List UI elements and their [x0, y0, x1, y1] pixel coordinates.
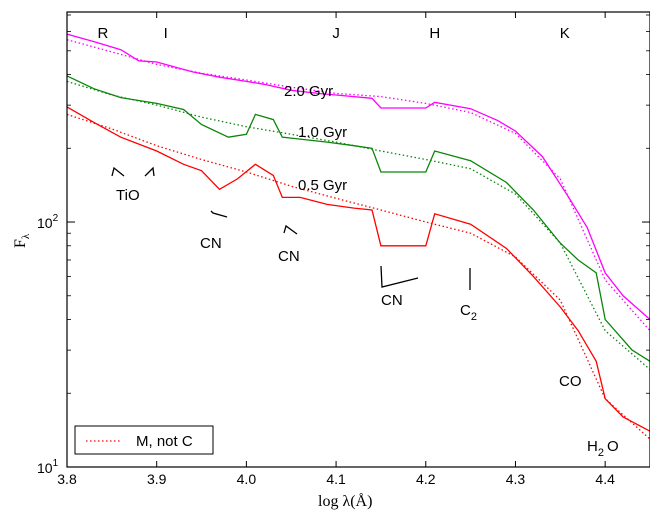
x-tick-label-5: 4.3: [506, 471, 526, 487]
series-line-3-dotted: [66, 80, 650, 370]
x-tick-label-1: 3.9: [147, 471, 167, 487]
legend-label: M, not C: [136, 433, 193, 450]
x-tick-label-6: 4.4: [595, 471, 615, 487]
band-label-h: H: [429, 25, 440, 42]
tio-marker-2: [144, 166, 155, 177]
cn-marker-1: [210, 210, 228, 218]
annotation-layer: 2.0 Gyr 1.0 Gyr 0.5 Gyr TiO CN CN CN C2 …: [111, 83, 619, 459]
x-tick-label-0: 3.8: [57, 471, 77, 487]
c2-main: C: [460, 302, 471, 319]
band-label-i: I: [164, 25, 168, 42]
series-line-4-solid: [66, 106, 650, 432]
plot-frame: [66, 11, 650, 468]
x-axis-label: log λ(Å): [318, 492, 372, 510]
feature-label-co: CO: [559, 373, 582, 390]
h2o-sub: 2: [598, 447, 604, 459]
y-axis-label-sub: λ: [20, 233, 32, 239]
series-layer: [66, 33, 650, 440]
y-axis-label: Fλ: [12, 233, 32, 248]
band-label-j: J: [332, 25, 340, 42]
feature-label-h2o: H2 O: [587, 438, 619, 459]
y-tick-label-1: 102: [37, 213, 59, 231]
age-label-2gyr: 2.0 Gyr: [284, 83, 333, 100]
x-tick-label-3: 4.1: [326, 471, 346, 487]
h2o-h: H: [587, 438, 598, 455]
h2o-o: O: [607, 438, 619, 455]
band-label-k: K: [560, 25, 570, 42]
y-axis-label-main: F: [12, 239, 29, 248]
c2-sub: 2: [471, 311, 477, 323]
feature-label-cn-1: CN: [200, 235, 222, 252]
tick-layer: 3.8 3.9 4.0 4.1 4.2 4.3 4.4 101 102: [37, 12, 650, 487]
x-tick-label-4: 4.2: [416, 471, 436, 487]
y-tick-label-0: 101: [37, 458, 59, 476]
cn-marker-2: [283, 224, 298, 235]
age-label-05gyr: 0.5 Gyr: [298, 177, 347, 194]
feature-label-cn-3: CN: [381, 292, 403, 309]
legend: M, not C: [74, 425, 214, 455]
band-label-r: R: [97, 25, 108, 42]
cn-marker-3: [380, 265, 419, 288]
feature-label-c2: C2: [460, 302, 477, 323]
series-line-1-dotted: [66, 39, 650, 332]
x-tick-label-2: 4.0: [237, 471, 257, 487]
legend-box: [74, 425, 214, 455]
series-line-0-solid: [66, 33, 650, 320]
series-line-2-solid: [66, 75, 650, 362]
feature-label-cn-2: CN: [278, 248, 300, 265]
tio-marker-1: [111, 166, 125, 177]
series-line-5-dotted: [66, 113, 650, 440]
feature-label-tio: TiO: [116, 187, 140, 204]
age-label-1gyr: 1.0 Gyr: [298, 124, 347, 141]
